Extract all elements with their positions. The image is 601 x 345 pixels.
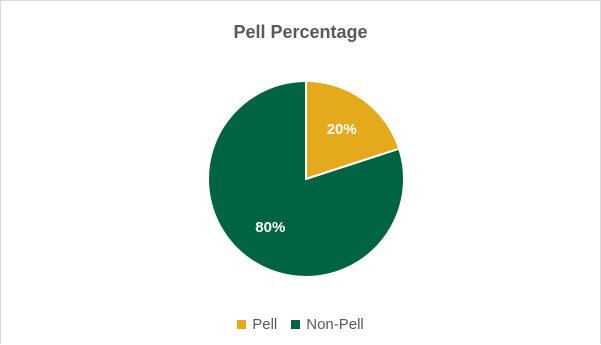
- legend-label-pell: Pell: [252, 316, 278, 333]
- data-label-non-pell: 80%: [255, 219, 285, 236]
- legend-label-non-pell: Non-Pell: [306, 316, 364, 333]
- chart-title: Pell Percentage: [233, 22, 368, 42]
- data-label-pell: 20%: [327, 121, 357, 138]
- legend-item-pell: Pell: [237, 316, 277, 333]
- legend-swatch-pell: [237, 320, 247, 329]
- legend-swatch-non-pell: [291, 320, 301, 329]
- pie-slice-pell: [305, 79, 401, 181]
- legend-item-non-pell: Non-Pell: [291, 316, 364, 333]
- pie-slice-non-pell: [207, 79, 405, 278]
- legend: Pell Non-Pell: [0, 316, 601, 333]
